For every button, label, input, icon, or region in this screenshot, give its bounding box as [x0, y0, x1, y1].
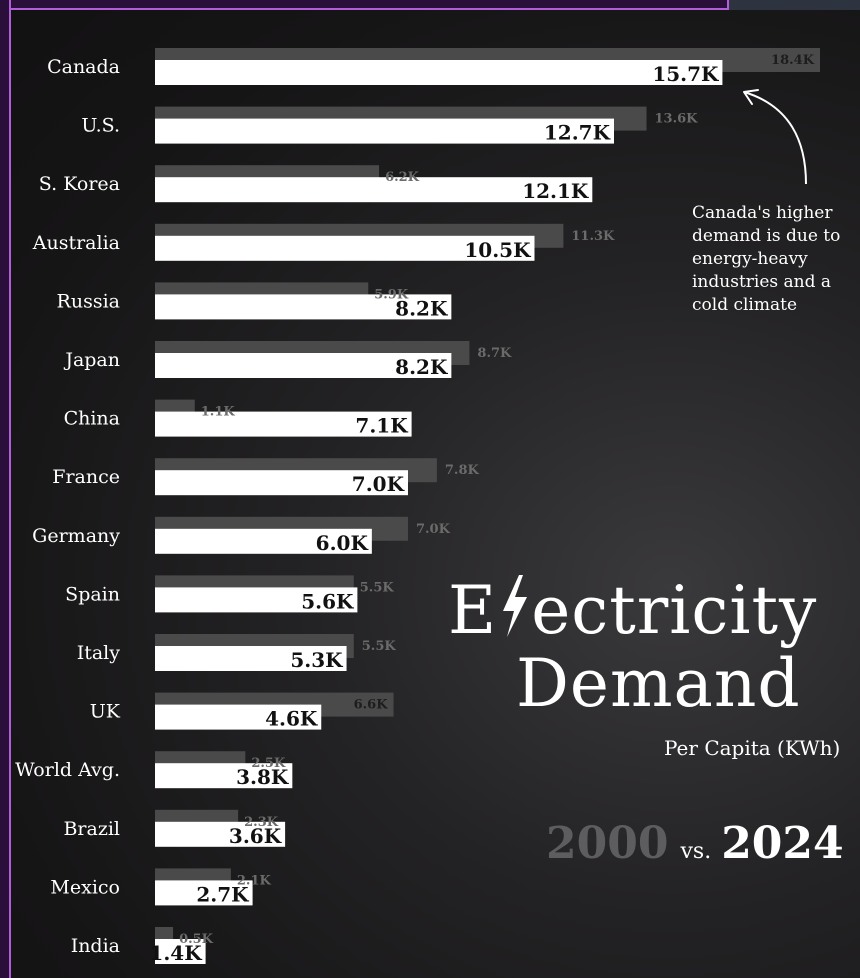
- country-label: Mexico: [50, 876, 120, 898]
- bar-row: 2.1K2.7K Mexico: [50, 868, 272, 906]
- bar-2024: [155, 528, 372, 554]
- label-2000: 13.6K: [655, 112, 699, 127]
- label-2000: 2.1K: [237, 873, 272, 888]
- label-2024: 7.1K: [355, 414, 408, 438]
- label-2000: 11.3K: [571, 229, 615, 244]
- country-label: Japan: [63, 349, 120, 371]
- label-2024: 15.7K: [652, 62, 719, 86]
- bar-2024: [155, 294, 452, 320]
- bar-2024: [155, 880, 253, 906]
- bar-2024: [155, 177, 593, 203]
- chart-title-line2: Demand: [516, 645, 801, 722]
- country-label: Russia: [57, 290, 120, 312]
- label-2024: 8.2K: [395, 296, 448, 320]
- country-label: Italy: [77, 642, 121, 664]
- year-2024-label: 2024: [721, 818, 844, 869]
- title-letter-e: E: [448, 572, 498, 649]
- bar-row: 7.0K 6.0K Germany: [32, 516, 451, 555]
- bar-2024: [155, 763, 293, 789]
- bar-row: 2.3K3.6K Brazil: [63, 809, 286, 848]
- window-edge-top: [11, 0, 727, 10]
- bar-2024: [155, 470, 408, 496]
- bar-row: 6.6K 4.6K UK: [90, 692, 394, 731]
- label-2000: 5.5K: [362, 639, 397, 654]
- bar-row: 5.5K 5.6K Spain: [65, 575, 394, 613]
- label-2024: 4.6K: [265, 707, 318, 731]
- label-2000: 0.5K: [179, 932, 214, 947]
- bar-row: 5.9K8.2K Russia: [57, 282, 452, 320]
- country-label: World Avg.: [15, 759, 120, 781]
- label-2024: 6.0K: [316, 531, 369, 555]
- chart-subtitle: Per Capita (KWh): [664, 736, 841, 760]
- bar-row: 5.5K 5.3K Italy: [77, 634, 397, 672]
- bar-row: 18.4K 15.7K Canada: [47, 48, 820, 86]
- annotation-text: Canada's higher demand is due to energy-…: [692, 203, 841, 315]
- country-label: UK: [90, 701, 121, 723]
- country-label: U.S.: [81, 115, 120, 137]
- year-comparison: 2000 vs. 2024: [546, 818, 844, 869]
- country-label: China: [64, 408, 120, 430]
- label-2024: 5.6K: [301, 589, 354, 613]
- label-2000: 2.5K: [251, 756, 286, 771]
- bar-2024: [155, 821, 286, 847]
- bar-2024: [155, 411, 412, 437]
- bar-2024: [155, 646, 347, 671]
- bar-row: 13.6K 12.7K U.S.: [81, 106, 699, 145]
- bar-2024: [155, 939, 206, 964]
- bar-2024: [155, 587, 358, 613]
- country-label: India: [71, 935, 120, 957]
- label-2024: 2.7K: [196, 882, 249, 906]
- bar-2024: [155, 704, 322, 730]
- title-rest: ectricity: [531, 572, 818, 649]
- label-2024: 7.0K: [352, 472, 405, 496]
- label-2000: 7.0K: [416, 522, 451, 537]
- vs-label: vs.: [680, 839, 712, 864]
- label-2024: 3.6K: [229, 824, 282, 848]
- country-label: S. Korea: [39, 173, 120, 195]
- bar-row: 0.5K1.4K India: [71, 927, 214, 965]
- label-2024: 3.8K: [236, 765, 289, 789]
- label-2024: 10.5K: [464, 238, 531, 262]
- annotation-arrow-icon: [743, 89, 807, 185]
- label-2000: 8.7K: [477, 346, 512, 361]
- bar-row: 8.7K 8.2K Japan: [63, 341, 512, 379]
- label-2024: 12.7K: [544, 121, 611, 145]
- country-label: Brazil: [63, 818, 120, 840]
- bar-row: 11.3K 10.5K Australia: [32, 223, 615, 262]
- label-2000: 6.6K: [354, 698, 389, 713]
- label-2000: 1.1K: [201, 405, 236, 420]
- bar-2024: [155, 235, 535, 261]
- bar-2024: [155, 60, 723, 85]
- country-label: France: [52, 466, 120, 488]
- label-2000: 5.5K: [360, 580, 395, 595]
- year-2000-label: 2000: [546, 818, 669, 869]
- label-2000: 18.4K: [771, 53, 815, 68]
- window-edge-left: [0, 0, 11, 978]
- bar-row: 7.8K 7.0K France: [52, 458, 480, 496]
- label-2000: 5.9K: [374, 287, 409, 302]
- label-2000: 7.8K: [445, 463, 480, 478]
- country-label: Spain: [65, 583, 120, 605]
- bar-row: 1.1K 7.1K China: [64, 399, 412, 438]
- bar-row: 6.2K 12.1K S. Korea: [39, 165, 593, 203]
- label-2024: 12.1K: [522, 179, 589, 203]
- label-2000: 2.3K: [244, 815, 279, 830]
- label-2000: 6.2K: [385, 170, 420, 185]
- bar-row: 2.5K3.8K World Avg.: [15, 751, 293, 789]
- bar-2024: [155, 118, 614, 144]
- country-label: Canada: [47, 56, 120, 78]
- lightning-bolt-icon: [503, 575, 528, 637]
- label-2024: 8.2K: [395, 355, 448, 379]
- country-label: Germany: [32, 525, 120, 547]
- bar-2024: [155, 353, 452, 378]
- label-2024: 5.3K: [290, 648, 343, 672]
- label-2024: 1.4K: [149, 941, 202, 965]
- window-corner: [727, 0, 860, 10]
- country-label: Australia: [32, 232, 120, 254]
